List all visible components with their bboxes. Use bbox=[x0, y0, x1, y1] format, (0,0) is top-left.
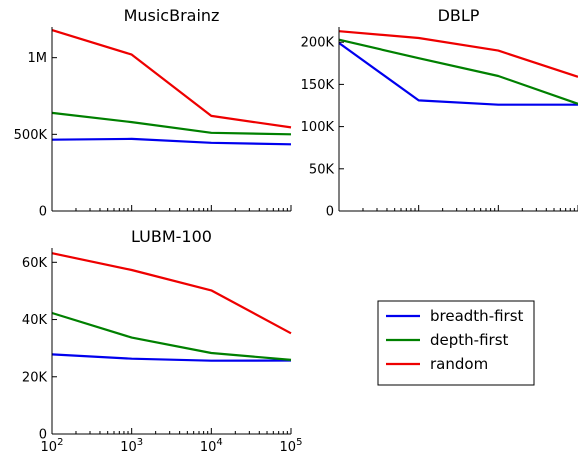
legend-entry: breadth-first bbox=[386, 307, 524, 325]
panel-lubm-100: LUBM-100 0 20K 40K 60K 102 103 104 105 bbox=[22, 227, 303, 454]
series-group bbox=[51, 29, 292, 146]
y-tick-label: 50K bbox=[309, 162, 335, 177]
y-tick-label: 0 bbox=[326, 205, 334, 220]
y-tick-label: 100K bbox=[301, 120, 335, 135]
y-tick-label: 0 bbox=[39, 205, 47, 220]
legend: breadth-first depth-first random bbox=[377, 300, 535, 386]
series-group bbox=[51, 252, 292, 362]
series-line-depth-first bbox=[51, 311, 292, 361]
axes: 0 50K 100K 150K 200K bbox=[301, 27, 578, 220]
series-line-breadth-first bbox=[51, 137, 292, 146]
legend-entry: random bbox=[386, 355, 488, 373]
axes: 0 20K 40K 60K 102 103 104 105 bbox=[22, 248, 303, 454]
panel-title: DBLP bbox=[438, 6, 480, 25]
y-tick-label: 0 bbox=[39, 428, 47, 443]
x-tick-label: 104 bbox=[200, 437, 223, 454]
series-line-random bbox=[51, 29, 292, 129]
series-line-breadth-first bbox=[51, 353, 292, 362]
x-tick-label: 102 bbox=[41, 437, 64, 454]
series-group bbox=[338, 30, 578, 106]
series-line-depth-first bbox=[51, 111, 292, 136]
legend-label: random bbox=[430, 355, 488, 373]
series-line-depth-first bbox=[338, 38, 578, 105]
y-tick-label: 500K bbox=[14, 128, 48, 143]
axes: 0 500K 1M bbox=[14, 27, 292, 220]
panel-dblp: DBLP 0 50K 100K 150K 200K bbox=[301, 6, 578, 220]
y-tick-label: 60K bbox=[22, 256, 48, 271]
y-tick-label: 150K bbox=[301, 78, 335, 93]
y-tick-label: 40K bbox=[22, 313, 48, 328]
series-line-breadth-first bbox=[338, 42, 578, 106]
legend-label: breadth-first bbox=[430, 307, 524, 325]
panel-title: MusicBrainz bbox=[124, 6, 220, 25]
series-line-random bbox=[338, 30, 578, 78]
x-tick-label: 103 bbox=[120, 437, 143, 454]
panel-musicbrainz: MusicBrainz 0 500K 1M bbox=[14, 6, 292, 220]
y-tick-label: 1M bbox=[28, 51, 48, 66]
series-line-random bbox=[51, 252, 292, 335]
y-tick-label: 20K bbox=[22, 370, 48, 385]
panel-title: LUBM-100 bbox=[131, 227, 212, 246]
y-tick-label: 200K bbox=[301, 36, 335, 51]
legend-entry: depth-first bbox=[386, 331, 509, 349]
x-tick-label: 105 bbox=[280, 437, 303, 454]
legend-label: depth-first bbox=[430, 331, 509, 349]
